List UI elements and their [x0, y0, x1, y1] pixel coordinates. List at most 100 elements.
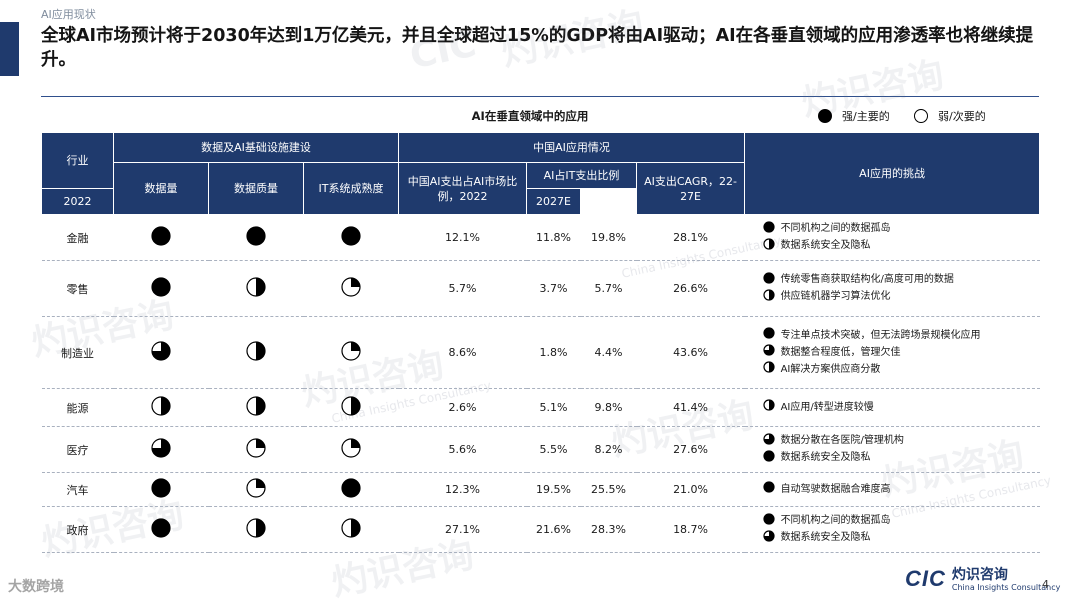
cagr-cell: 41.4% [636, 388, 745, 427]
brand-subname: China Insights Consultancy [951, 582, 1061, 592]
cic-mark: CIC [905, 566, 946, 591]
challenge-text: AI应用/转型进度较慢 [780, 401, 874, 413]
legend-weak-label: 弱/次要的 [938, 110, 986, 123]
challenge-text: 不同机构之间的数据孤岛 [780, 515, 891, 526]
harvey-ball-icon [762, 432, 775, 450]
ai-share-cell: 27.1% [398, 506, 527, 553]
accent-bar [0, 22, 19, 76]
maturity-rating [303, 388, 399, 427]
harvey-ball-icon [151, 341, 171, 364]
challenge-item: 自动驾驶数据融合难度高 [762, 481, 1040, 498]
divider [41, 96, 1039, 97]
volume-rating [113, 426, 209, 473]
challenge-item: 不同机构之间的数据孤岛 [762, 220, 1040, 238]
challenge-text: 数据系统安全及隐私 [780, 532, 871, 543]
challenge-item: 数据系统安全及隐私 [762, 449, 1040, 467]
harvey-ball-icon [246, 226, 266, 249]
harvey-ball-icon [341, 396, 361, 419]
challenge-cell: 不同机构之间的数据孤岛 数据系统安全及隐私 [744, 506, 1040, 553]
full-circle-icon [818, 109, 832, 123]
maturity-rating [303, 506, 399, 553]
it2022-cell: 11.8% [526, 214, 581, 261]
it2027-cell: 5.7% [580, 260, 637, 317]
challenge-item: 传统零售商获取结构化/高度可用的数据 [762, 271, 1040, 289]
challenge-text: 供应链机器学习算法优化 [780, 291, 891, 302]
volume-rating [113, 506, 209, 553]
table-row: 金融 12.1% 11.8% 19.8% 28.1% 不同机构之间的数据孤岛 数据系统安全及… [41, 214, 1040, 261]
table-row: 汽车 12.3% 19.5% 25.5% 21.0% 自动驾驶数据融合难度高 [41, 472, 1040, 507]
challenge-cell: 传统零售商获取结构化/高度可用的数据 供应链机器学习算法优化 [744, 260, 1040, 317]
harvey-ball-icon [762, 271, 775, 289]
brand-name: 灼识咨询 [951, 566, 1008, 583]
challenge-item: 数据整合程度低，管理欠佳 [762, 344, 1040, 361]
industry-cell: 金融 [41, 214, 114, 261]
header-cagr: AI支出CAGR，22-27E [636, 162, 746, 215]
source-tag: 大数跨境 [8, 579, 64, 595]
table-row: 医疗 5.6% 5.5% 8.2% 27.6% 数据分散在各医院/管理机构 数据系统安全及隐… [41, 426, 1040, 473]
challenge-text: 数据系统安全及隐私 [780, 452, 871, 463]
industry-cell: 零售 [41, 260, 114, 317]
challenge-item: AI应用/转型进度较慢 [762, 399, 1040, 416]
table-row: 能源 2.6% 5.1% 9.8% 41.4% AI应用/转型进度较慢 [41, 388, 1040, 427]
ai-share-cell: 5.7% [398, 260, 527, 317]
harvey-ball-icon [151, 478, 171, 501]
harvey-ball-icon [762, 399, 775, 416]
harvey-ball-icon [341, 438, 361, 461]
vertical-ai-table: 行业 数据及AI基础设施建设 中国AI应用情况 AI应用的挑战 数据量 数据质量… [41, 132, 1041, 553]
harvey-ball-icon [762, 220, 775, 238]
harvey-ball-icon [151, 438, 171, 461]
quality-rating [208, 506, 304, 553]
challenge-cell: 自动驾驶数据融合难度高 [744, 472, 1040, 507]
challenge-text: 数据分散在各医院/管理机构 [780, 435, 904, 446]
section-label: AI应用现状 [41, 8, 96, 21]
challenge-item: AI解决方案供应商分散 [762, 361, 1040, 378]
harvey-ball-icon [246, 438, 266, 461]
harvey-ball-icon [151, 518, 171, 541]
challenge-text: 自动驾驶数据融合难度高 [780, 483, 891, 495]
industry-cell: 医疗 [41, 426, 114, 473]
table-row: 制造业 8.6% 1.8% 4.4% 43.6% 专注单点技术突破，但无法跨场景规模化应用… [41, 316, 1040, 389]
harvey-ball-icon [762, 512, 775, 530]
it2022-cell: 21.6% [526, 506, 581, 553]
harvey-ball-icon [246, 518, 266, 541]
header-challenges: AI应用的挑战 [744, 132, 1041, 215]
it2027-cell: 25.5% [580, 472, 637, 507]
company-logo: CIC 灼识咨询 China Insights Consultancy [905, 566, 1060, 592]
header-china-group: 中国AI应用情况 [398, 132, 746, 163]
it2022-cell: 1.8% [526, 316, 581, 389]
harvey-ball-icon [246, 277, 266, 300]
it2022-cell: 3.7% [526, 260, 581, 317]
it2027-cell: 19.8% [580, 214, 637, 261]
harvey-ball-icon [762, 361, 775, 378]
header-data-volume: 数据量 [113, 162, 209, 215]
volume-rating [113, 214, 209, 261]
harvey-ball-icon [151, 277, 171, 300]
harvey-ball-icon [341, 226, 361, 249]
challenge-text: 数据系统安全及隐私 [780, 240, 871, 251]
harvey-ball-icon [762, 449, 775, 467]
challenge-item: 数据分散在各医院/管理机构 [762, 432, 1040, 450]
challenge-text: 不同机构之间的数据孤岛 [780, 223, 891, 234]
industry-cell: 政府 [41, 506, 114, 553]
challenge-cell: 不同机构之间的数据孤岛 数据系统安全及隐私 [744, 214, 1040, 261]
volume-rating [113, 316, 209, 389]
challenge-text: 专注单点技术突破，但无法跨场景规模化应用 [780, 329, 981, 341]
it2022-cell: 5.5% [526, 426, 581, 473]
cagr-cell: 26.6% [636, 260, 745, 317]
page-number: 4 [1042, 578, 1049, 591]
harvey-ball-icon [762, 327, 775, 344]
challenge-cell: AI应用/转型进度较慢 [744, 388, 1040, 427]
header-year-2027: 2027E [526, 188, 582, 215]
harvey-ball-icon [341, 341, 361, 364]
challenge-text: 传统零售商获取结构化/高度可用的数据 [780, 274, 954, 285]
harvey-ball-icon [151, 226, 171, 249]
ai-share-cell: 8.6% [398, 316, 527, 389]
quality-rating [208, 426, 304, 473]
challenge-item: 不同机构之间的数据孤岛 [762, 512, 1040, 530]
cagr-cell: 21.0% [636, 472, 745, 507]
it2027-cell: 9.8% [580, 388, 637, 427]
harvey-ball-icon [246, 396, 266, 419]
challenge-item: 供应链机器学习算法优化 [762, 288, 1040, 306]
it2027-cell: 28.3% [580, 506, 637, 553]
page-headline: 全球AI市场预计将于2030年达到1万亿美元，并且全球超过15%的GDP将由AI… [41, 26, 1034, 70]
